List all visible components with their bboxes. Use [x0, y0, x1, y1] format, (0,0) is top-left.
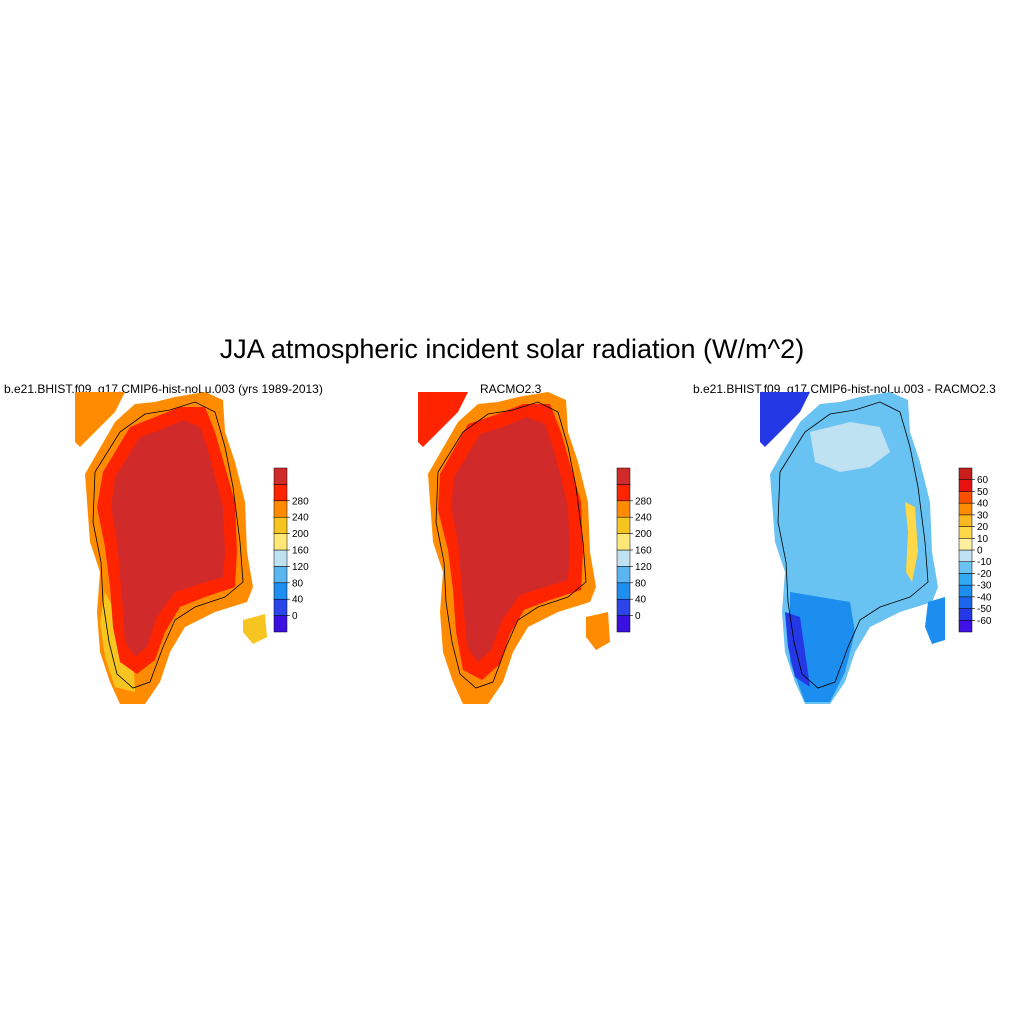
ice-sheet-interior — [111, 420, 225, 657]
colorbar-tick-label: 10 — [977, 534, 989, 545]
colorbar-tick-label: 40 — [635, 595, 647, 606]
colorbar-swatch — [616, 467, 631, 485]
colorbar-swatch — [958, 573, 973, 586]
colorbar-swatch — [958, 467, 973, 480]
colorbar-swatch — [958, 584, 973, 598]
greenland-map-difference — [760, 392, 945, 704]
colorbar-swatch — [958, 549, 973, 562]
colorbar-tick-label: 200 — [635, 529, 652, 540]
svalbard-corner — [75, 392, 125, 447]
colorbar-tick-label: 80 — [635, 578, 647, 589]
colorbar-tick-label: -40 — [977, 592, 992, 603]
iceland-patch — [925, 597, 945, 644]
colorbar-swatch — [958, 502, 973, 516]
colorbar-tick-label: 80 — [292, 578, 304, 589]
colorbar-tick-label: -30 — [977, 581, 992, 592]
colorbar-swatch — [616, 582, 631, 600]
colorbar-model: 0 40 80 120 160 200 240 280 — [273, 467, 309, 633]
colorbar-swatch — [958, 608, 973, 621]
colorbar-swatch — [273, 484, 288, 502]
colorbar-swatch — [958, 561, 973, 574]
colorbar-tick-label: 0 — [977, 546, 983, 557]
colorbar-swatch — [958, 596, 973, 609]
colorbar-tick-label: 20 — [977, 522, 989, 533]
colorbar-tick-label: -20 — [977, 569, 992, 580]
colorbar-tick-label: 160 — [635, 546, 652, 557]
svalbard-corner — [418, 392, 468, 447]
colorbar-tick-label: 0 — [635, 611, 641, 622]
coastline — [435, 401, 587, 689]
colorbar-tick-label: -60 — [977, 616, 992, 627]
east-margin-positive — [905, 502, 918, 582]
colorbar-tick-label: 50 — [977, 487, 989, 498]
colorbar-swatch — [958, 538, 973, 551]
colorbar-swatch — [958, 526, 973, 539]
colorbar-swatch — [273, 615, 288, 633]
colorbar-swatch — [958, 479, 973, 492]
northern-light-region — [810, 422, 890, 472]
coastline — [92, 401, 244, 689]
colorbar-swatch — [616, 516, 631, 534]
colorbar-swatch — [616, 598, 631, 616]
colorbar-swatch — [273, 533, 288, 551]
colorbar-tick-label: -50 — [977, 604, 992, 615]
colorbar-tick-label: 30 — [977, 510, 989, 521]
colorbar-tick-label: 240 — [635, 513, 652, 524]
iceland-patch — [243, 614, 267, 644]
svalbard-corner — [760, 392, 810, 447]
colorbar-tick-label: 40 — [977, 499, 989, 510]
colorbar-tick-label: 160 — [292, 546, 309, 557]
colorbar-swatch — [273, 566, 288, 584]
colorbar-tick-label: 120 — [635, 562, 652, 573]
colorbar-tick-label: 200 — [292, 529, 309, 540]
colorbar-swatch — [616, 500, 631, 518]
southwest-strong-negative — [785, 612, 810, 687]
colorbar-swatch — [616, 484, 631, 502]
colorbar-swatch — [958, 620, 973, 633]
greenland-map-model — [75, 392, 267, 704]
colorbar-swatch — [273, 516, 288, 534]
colorbar-tick-label: 0 — [292, 611, 298, 622]
colorbar-swatch — [616, 615, 631, 633]
colorbar-swatch — [273, 467, 288, 485]
colorbar-swatch — [273, 500, 288, 518]
colorbar-tick-label: 60 — [977, 475, 989, 486]
colorbar-swatch — [958, 491, 973, 504]
colorbar-swatch — [958, 514, 973, 527]
panel-title-racmo: RACMO2.3 — [480, 382, 542, 396]
colorbar-tick-label: 240 — [292, 513, 309, 524]
iceland-patch — [586, 612, 610, 650]
colorbar-tick-label: -10 — [977, 557, 992, 568]
colorbar-tick-label: 280 — [292, 496, 309, 507]
colorbar-swatch — [616, 549, 631, 567]
colorbar-swatch — [616, 533, 631, 551]
colorbar-swatch — [616, 566, 631, 584]
colorbar-racmo: 0 40 80 120 160 200 240 280 — [616, 467, 652, 633]
colorbar-tick-label: 40 — [292, 595, 304, 606]
ice-sheet-interior — [451, 417, 570, 662]
colorbar-swatch — [273, 598, 288, 616]
colorbar-swatch — [273, 549, 288, 567]
colorbar-swatch — [273, 582, 288, 600]
greenland-map-racmo — [418, 392, 610, 704]
figure-title: JJA atmospheric incident solar radiation… — [219, 334, 805, 364]
colorbar-tick-label: 120 — [292, 562, 309, 573]
coastline — [777, 401, 929, 689]
colorbar-tick-label: 280 — [635, 496, 652, 507]
